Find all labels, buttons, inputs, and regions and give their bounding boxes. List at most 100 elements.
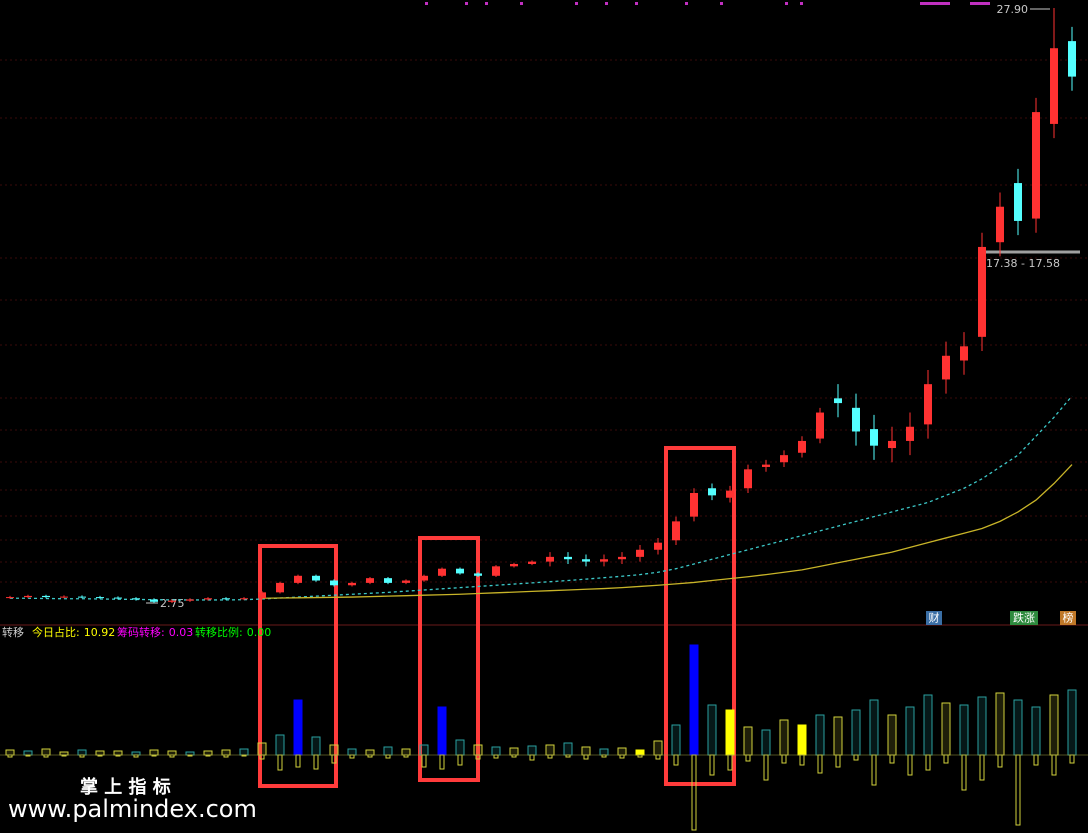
bar-up	[257, 742, 267, 756]
bar-up	[1013, 699, 1023, 756]
bar-up	[707, 704, 717, 756]
legend-value: 10.92	[84, 626, 116, 639]
candle-body	[150, 599, 158, 602]
candle-body	[474, 573, 482, 576]
bar-up	[959, 704, 969, 756]
bar-up	[311, 736, 321, 756]
badge-bg	[1010, 611, 1038, 625]
bar-up	[473, 744, 483, 756]
candle-body	[204, 598, 212, 600]
candle-body	[888, 440, 896, 449]
candle-body	[726, 490, 734, 498]
bar-up	[599, 748, 609, 756]
candle-body	[42, 595, 50, 598]
candle-body	[870, 429, 878, 446]
candle-body	[762, 464, 770, 467]
bar-up	[491, 746, 501, 756]
candle-body	[258, 592, 266, 599]
candle-body	[96, 597, 104, 599]
highlight-boxes	[258, 446, 736, 788]
candle-body	[1014, 183, 1022, 221]
bar-up	[23, 750, 33, 756]
bar-up	[419, 744, 429, 756]
candle-body	[816, 412, 824, 439]
bar-up	[653, 740, 663, 756]
candle-body	[528, 561, 536, 564]
candle-body	[276, 582, 284, 593]
bar-up	[275, 734, 285, 756]
candle-body	[600, 559, 608, 562]
candle-body	[6, 597, 14, 599]
bar-up	[167, 750, 177, 756]
candle-body	[618, 556, 626, 560]
bar-up	[1031, 706, 1041, 756]
bar-up	[77, 749, 87, 756]
legend-name: 筹码转移:	[117, 625, 165, 639]
candle-body	[546, 556, 554, 562]
bar-up	[635, 749, 645, 756]
candle-body	[798, 440, 806, 453]
candle-body	[510, 563, 518, 567]
watermark-title: 掌 上 指 标	[80, 776, 171, 798]
top-markers	[425, 2, 990, 5]
bar-up	[977, 696, 987, 756]
bar-up	[5, 749, 15, 756]
bar-up	[941, 702, 951, 756]
candle-body	[168, 600, 176, 602]
badge: 跌涨	[1013, 611, 1035, 625]
candle-body	[708, 488, 716, 496]
bar-up	[1049, 694, 1059, 756]
candle-body	[582, 559, 590, 562]
badge: 财	[929, 611, 940, 625]
bar-up	[815, 714, 825, 756]
bar-up	[455, 739, 465, 756]
candle-body	[24, 595, 32, 598]
candle-body	[690, 492, 698, 517]
candle-body	[492, 566, 500, 576]
bar-up	[797, 724, 807, 756]
bar-up	[527, 745, 537, 756]
legend-entry: 转移比例: 0.00	[195, 625, 271, 639]
candle-body	[294, 575, 302, 583]
candle-body	[420, 575, 428, 581]
candle-body	[1068, 41, 1076, 77]
bar-up	[671, 724, 681, 756]
bar-up	[383, 746, 393, 756]
bar-up	[725, 709, 735, 756]
bar-up	[347, 748, 357, 756]
candle-body	[906, 426, 914, 441]
bar-up	[581, 746, 591, 756]
bar-up	[203, 750, 213, 756]
watermark-url: www.palmindex.com	[8, 795, 257, 823]
bar-up	[869, 699, 879, 756]
candle-body	[348, 582, 356, 586]
bar-up	[41, 748, 51, 756]
highlight-box	[418, 536, 480, 782]
candle-body	[654, 542, 662, 550]
bar-up	[743, 726, 753, 756]
candle-body	[456, 568, 464, 574]
candle-body	[330, 580, 338, 586]
candle-body	[672, 521, 680, 541]
bar-up	[365, 749, 375, 756]
bar-up	[995, 692, 1005, 756]
bar-up	[1067, 689, 1077, 756]
bar-up	[293, 699, 303, 756]
bar-up	[851, 709, 861, 756]
bar-up	[221, 749, 231, 756]
candle-body	[78, 596, 86, 598]
bar-up	[779, 719, 789, 756]
bar-up	[833, 716, 843, 756]
bar-up	[563, 742, 573, 756]
candle-body	[132, 598, 140, 600]
candle-body	[366, 578, 374, 583]
candle-body	[312, 575, 320, 581]
bar-up	[923, 694, 933, 756]
legend-value: 0.03	[169, 626, 194, 639]
candle-body	[402, 580, 410, 583]
candle-body	[636, 549, 644, 557]
bar-up	[329, 744, 339, 756]
bar-up	[401, 748, 411, 756]
